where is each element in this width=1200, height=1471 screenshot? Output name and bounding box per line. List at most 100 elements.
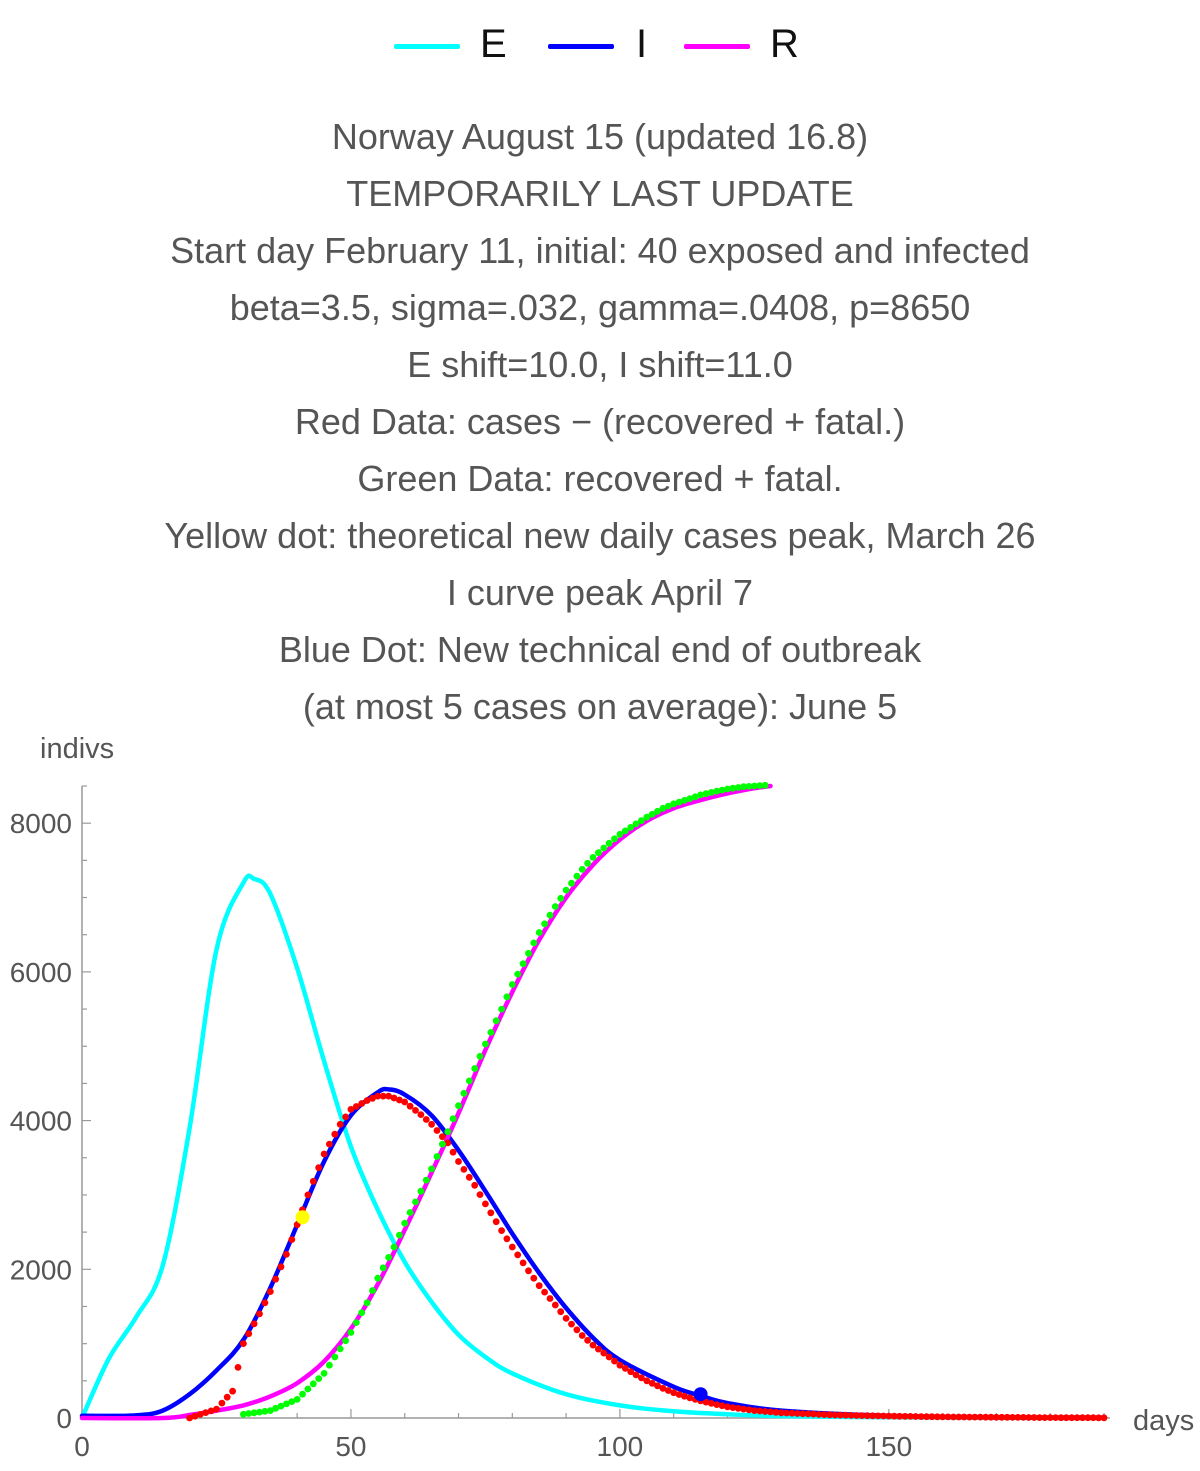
green-data-point — [455, 1102, 462, 1110]
red-data-point — [767, 1408, 774, 1416]
green-data-point — [379, 1264, 387, 1272]
green-data-point — [530, 939, 538, 947]
green-data-point — [277, 1402, 285, 1410]
blue-dot — [693, 1387, 708, 1402]
red-data-point — [982, 1413, 990, 1421]
y-axis-label: indivs — [40, 733, 114, 765]
legend-label: R — [770, 22, 799, 66]
red-data-point — [551, 1301, 559, 1309]
x-tick-label: 100 — [597, 1431, 644, 1462]
green-data-point — [616, 830, 624, 838]
red-data-point — [234, 1364, 242, 1371]
red-data-point — [907, 1413, 914, 1420]
red-data-point — [896, 1412, 903, 1420]
red-data-point — [815, 1411, 823, 1418]
red-data-point — [804, 1410, 812, 1418]
red-data-point — [621, 1365, 629, 1372]
red-data-point — [508, 1243, 516, 1251]
red-data-point — [950, 1413, 957, 1421]
red-data-point — [412, 1107, 419, 1114]
red-data-point — [546, 1295, 554, 1302]
legend-label: I — [636, 22, 648, 66]
green-data-point — [508, 981, 516, 988]
red-data-point — [342, 1113, 349, 1121]
green-data-point — [702, 790, 710, 798]
green-data-point — [293, 1396, 301, 1403]
red-data-point — [1019, 1414, 1027, 1421]
green-data-point — [385, 1254, 392, 1261]
red-data-point — [611, 1357, 618, 1365]
green-data-point — [686, 795, 694, 802]
green-data-point — [707, 789, 715, 796]
green-data-point — [751, 782, 758, 790]
red-data-point — [664, 1387, 672, 1394]
green-data-point — [584, 859, 591, 867]
green-data-point — [519, 960, 527, 968]
red-data-point — [890, 1412, 898, 1420]
red-data-point — [643, 1377, 651, 1385]
green-data-point — [369, 1287, 376, 1294]
red-data-point — [912, 1413, 920, 1420]
green-data-point — [390, 1243, 398, 1251]
green-data-point — [283, 1400, 290, 1408]
green-data-point — [433, 1153, 441, 1160]
red-data-point — [1030, 1414, 1038, 1421]
green-data-point — [535, 929, 543, 936]
green-data-point — [578, 865, 586, 873]
red-data-point — [734, 1404, 742, 1412]
y-tick-label: 2000 — [10, 1254, 72, 1285]
red-data-point — [718, 1402, 726, 1410]
red-data-point — [304, 1191, 312, 1199]
red-data-point — [928, 1413, 936, 1421]
marker-layer — [295, 1210, 708, 1402]
green-data-point — [396, 1231, 403, 1239]
red-data-point — [1041, 1414, 1049, 1421]
green-data-point — [460, 1089, 468, 1097]
red-data-point — [880, 1412, 887, 1420]
red-data-point — [648, 1379, 656, 1387]
red-data-point — [605, 1353, 613, 1361]
red-data-point — [933, 1413, 941, 1421]
title-line-6: Red Data: cases − (recovered + fatal.) — [294, 401, 906, 442]
red-data-point — [196, 1411, 204, 1418]
red-data-point — [702, 1398, 710, 1406]
red-data-point — [707, 1400, 715, 1407]
red-data-point — [831, 1411, 839, 1419]
green-data-point — [525, 949, 532, 957]
green-data-point — [632, 820, 640, 828]
green-data-point — [568, 879, 575, 887]
red-data-point — [277, 1263, 285, 1271]
red-data-point — [482, 1200, 489, 1208]
green-data-point — [734, 784, 742, 791]
red-data-point — [530, 1274, 538, 1282]
green-data-point — [503, 993, 511, 1001]
red-data-point — [939, 1413, 946, 1421]
green-data-point — [761, 781, 769, 789]
green-data-point — [514, 970, 522, 978]
red-data-point — [670, 1389, 678, 1397]
red-data-point — [541, 1288, 548, 1296]
red-data-point — [379, 1092, 387, 1100]
red-data-point — [632, 1371, 640, 1379]
red-data-point — [783, 1409, 790, 1417]
red-data-point — [998, 1413, 1006, 1421]
red-data-point — [573, 1326, 581, 1334]
x-tick-label: 50 — [335, 1431, 366, 1462]
red-data-point — [229, 1387, 237, 1395]
red-data-point — [266, 1288, 274, 1295]
red-data-point — [1009, 1414, 1016, 1421]
red-data-point — [638, 1374, 645, 1382]
red-data-point — [627, 1368, 635, 1376]
x-tick-label: 0 — [74, 1431, 90, 1462]
red-data-point — [971, 1413, 979, 1421]
red-data-point — [428, 1120, 435, 1128]
red-data-point — [584, 1336, 591, 1344]
red-data-point — [1089, 1414, 1097, 1422]
y-tick-label: 0 — [56, 1403, 72, 1434]
title-line-8: Yellow dot: theoretical new daily cases … — [164, 515, 1036, 556]
red-data-point — [331, 1130, 339, 1138]
red-data-point — [562, 1315, 570, 1322]
red-data-point — [218, 1399, 226, 1407]
red-data-point — [955, 1413, 963, 1421]
red-data-point — [455, 1158, 462, 1165]
